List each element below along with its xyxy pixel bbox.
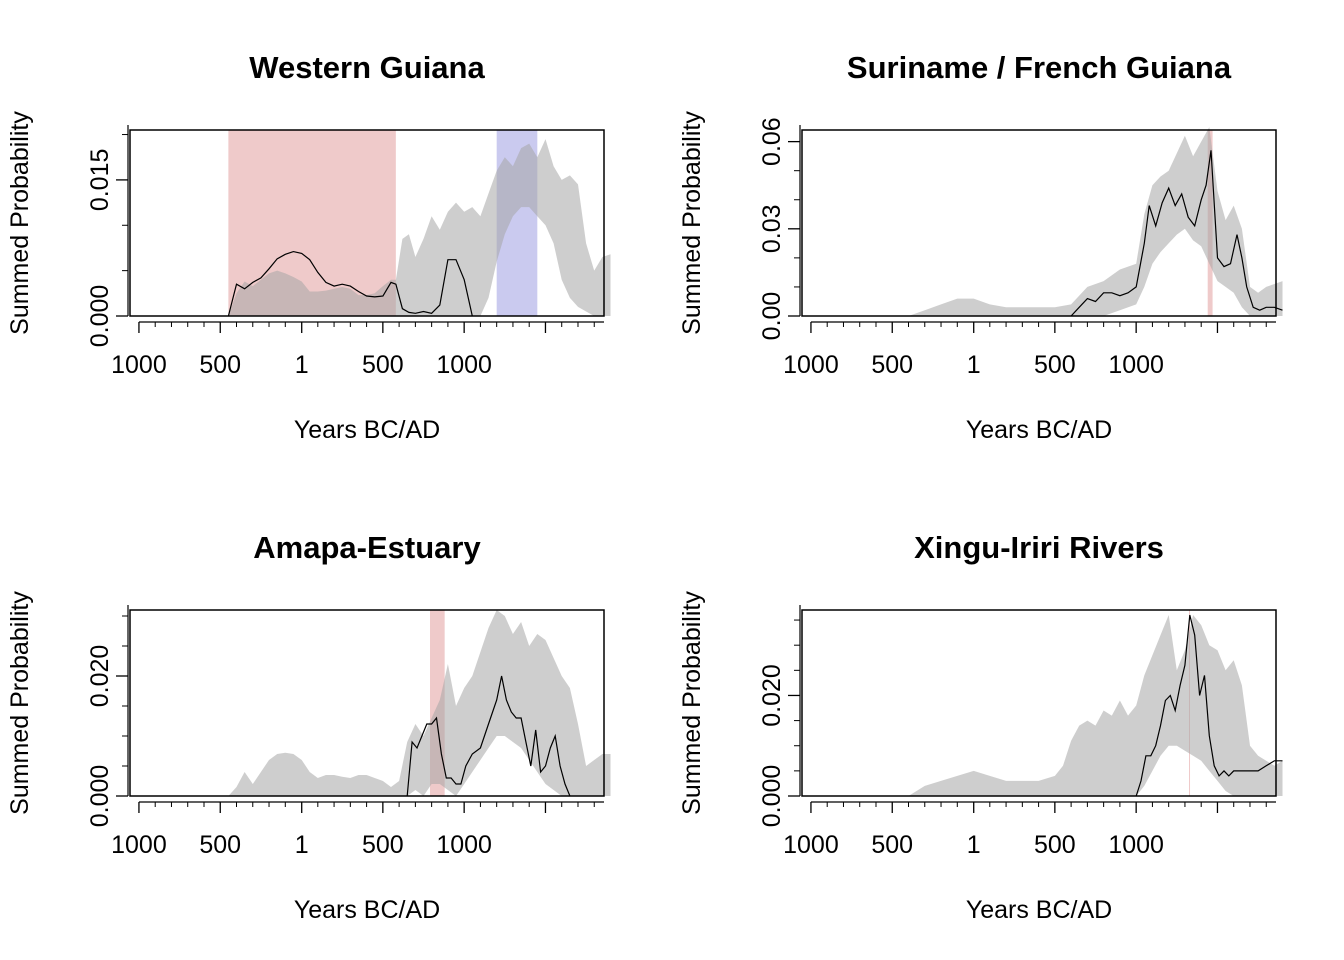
x-tick-label: 500 xyxy=(199,831,241,859)
summed-probability-line xyxy=(1070,150,1283,317)
plot-frame xyxy=(129,129,605,317)
y-axis-label: Summed Probability xyxy=(678,591,706,815)
x-axis-label: Years BC/AD xyxy=(966,896,1112,924)
x-tick-label: 1000 xyxy=(436,831,492,859)
x-tick-label: 500 xyxy=(871,351,913,379)
x-tick-label: 500 xyxy=(1034,831,1076,859)
x-tick-label: 1000 xyxy=(783,351,839,379)
x-tick-label: 1 xyxy=(967,351,981,379)
x-tick-label: 500 xyxy=(871,831,913,859)
confidence-envelope xyxy=(228,610,611,796)
panel-title: Suriname / French Guiana xyxy=(847,50,1232,85)
x-tick-label: 500 xyxy=(362,831,404,859)
y-tick-label: 0.000 xyxy=(86,765,114,828)
y-axis-label: Summed Probability xyxy=(678,111,706,335)
y-tick-label: 0.000 xyxy=(758,765,786,828)
x-tick-label: 1000 xyxy=(1108,831,1164,859)
y-tick-label: 0.03 xyxy=(758,204,786,253)
panel-3: Amapa-Estuary 1000 500 1 500 1000 Years BC/AD 0… xyxy=(6,530,611,924)
y-tick-label: 0.020 xyxy=(86,645,114,708)
panel-title: Western Guiana xyxy=(249,50,485,85)
x-tick-label: 1000 xyxy=(1108,351,1164,379)
x-tick-label: 1 xyxy=(967,831,981,859)
panel-title: Xingu-Iriri Rivers xyxy=(914,530,1164,565)
confidence-envelope xyxy=(908,127,1283,316)
x-tick-label: 1000 xyxy=(783,831,839,859)
x-tick-label: 500 xyxy=(362,351,404,379)
x-axis-label: Years BC/AD xyxy=(294,416,440,444)
x-tick-label: 1 xyxy=(295,831,309,859)
confidence-envelope xyxy=(908,615,1283,796)
x-axis-label: Years BC/AD xyxy=(966,416,1112,444)
y-tick-label: 0.000 xyxy=(86,285,114,348)
x-axis-label: Years BC/AD xyxy=(294,896,440,924)
y-axis-label: Summed Probability xyxy=(6,111,34,335)
panel-4: Xingu-Iriri Rivers 1000 500 1 500 1000 Years B… xyxy=(678,530,1283,924)
x-tick-label: 500 xyxy=(1034,351,1076,379)
x-tick-label: 1000 xyxy=(436,351,492,379)
summed-probability-line xyxy=(227,250,473,317)
panel-title: Amapa-Estuary xyxy=(253,530,481,565)
y-tick-label: 0.020 xyxy=(758,664,786,727)
x-tick-label: 1 xyxy=(295,351,309,379)
y-axis-label: Summed Probability xyxy=(6,591,34,815)
plot-frame xyxy=(801,609,1277,797)
y-tick-label: 0.00 xyxy=(758,292,786,341)
panel-1: Western Guiana 1000 500 1 500 1000 Years BC/AD… xyxy=(6,50,611,444)
x-tick-label: 1000 xyxy=(111,831,167,859)
plot-frame xyxy=(801,129,1277,317)
y-tick-label: 0.015 xyxy=(86,149,114,212)
y-tick-label: 0.06 xyxy=(758,117,786,166)
summed-probability-line xyxy=(406,675,571,797)
confidence-envelope xyxy=(228,139,611,316)
panel-2: Suriname / French Guiana 1000 500 1 500 1000 Y… xyxy=(678,50,1283,444)
x-tick-label: 500 xyxy=(199,351,241,379)
plot-frame xyxy=(129,609,605,797)
x-tick-label: 1000 xyxy=(111,351,167,379)
summed-probability-line xyxy=(1135,614,1283,797)
